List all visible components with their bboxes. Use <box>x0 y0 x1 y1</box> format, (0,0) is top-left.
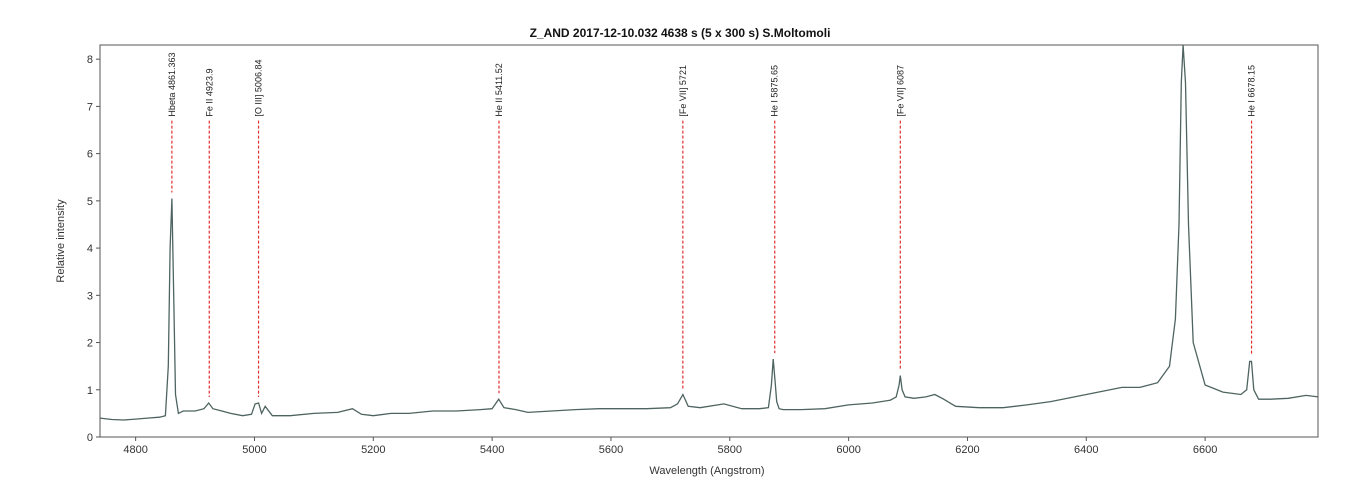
y-tick-label: 4 <box>87 243 93 255</box>
x-tick-label: 4800 <box>123 444 147 456</box>
line-marker-label: Hbeta 4861.363 <box>167 53 177 117</box>
y-tick-label: 1 <box>87 385 93 397</box>
line-marker-label: [Fe VII] 6087 <box>895 65 905 117</box>
line-marker-label: [O III] 5006.84 <box>254 60 264 117</box>
x-tick-label: 6000 <box>836 444 860 456</box>
y-tick-label: 5 <box>87 196 93 208</box>
y-axis-label: Relative intensity <box>55 199 67 283</box>
line-marker-label: Fe II 4923.9 <box>204 69 214 117</box>
x-axis-label: Wavelength (Angstrom) <box>649 465 764 477</box>
plot-frame <box>99 44 1319 438</box>
x-tick-label: 5400 <box>480 444 504 456</box>
y-tick-label: 0 <box>87 432 93 444</box>
spectrum-series <box>99 44 1319 421</box>
line-markers: Hbeta 4861.363 Fe II 4923.9 [O III] 5006.8… <box>167 53 1257 397</box>
x-tick-label: 6200 <box>955 444 979 456</box>
y-axis: 0 1 2 3 4 5 6 7 8 <box>87 54 100 444</box>
line-marker-label: He I 6678.15 <box>1247 65 1257 117</box>
x-axis: 4800 5000 5200 5400 5600 5800 6000 6200 6400 6600 <box>123 437 1217 456</box>
x-tick-label: 6600 <box>1193 444 1217 456</box>
y-tick-label: 3 <box>87 290 93 302</box>
y-tick-label: 6 <box>87 149 93 161</box>
x-tick-label: 5000 <box>242 444 266 456</box>
chart-title: Z_AND 2017-12-10.032 4638 s (5 x 300 s) … <box>530 26 831 40</box>
y-tick-label: 7 <box>87 101 93 113</box>
x-tick-label: 5200 <box>361 444 385 456</box>
y-tick-label: 2 <box>87 338 93 350</box>
line-marker-label: He II 5411.52 <box>494 63 504 116</box>
spectrum-line <box>99 44 1319 421</box>
line-marker-label: [Fe VII] 5721 <box>678 65 688 117</box>
y-tick-label: 8 <box>87 54 93 66</box>
x-tick-label: 5800 <box>718 444 742 456</box>
x-tick-label: 5600 <box>599 444 623 456</box>
x-tick-label: 6400 <box>1074 444 1098 456</box>
line-marker-label: He I 5875.65 <box>770 65 780 117</box>
